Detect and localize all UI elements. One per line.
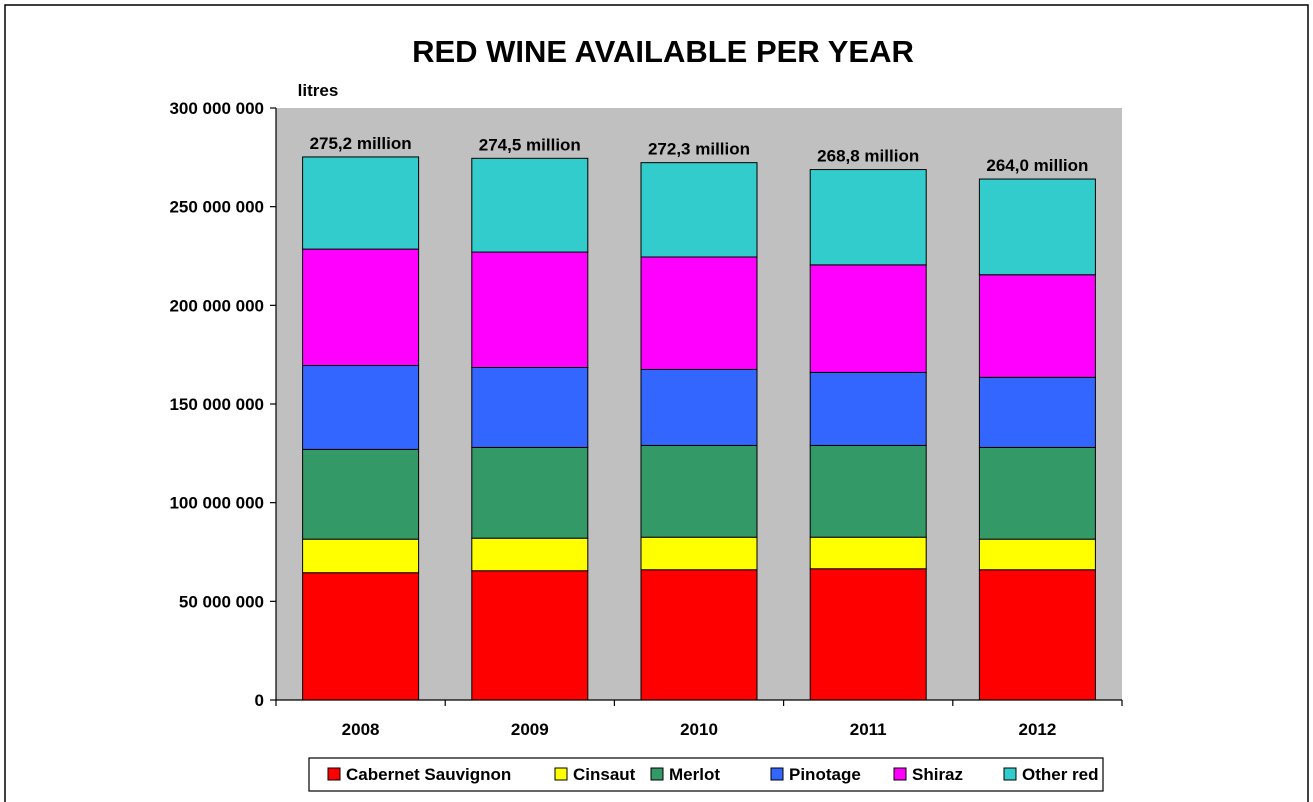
legend-swatch-other-red	[1003, 767, 1017, 781]
legend-label-cabernet-sauvignon: Cabernet Sauvignon	[346, 765, 511, 784]
y-tick-label: 150 000 000	[169, 395, 264, 414]
bar-segment-pinotage-2008	[302, 365, 420, 450]
bar-segment-cinsaut-2012	[978, 538, 1096, 571]
bar-segment-other-red-2012	[978, 178, 1096, 276]
x-category-label-2008: 2008	[342, 720, 380, 739]
legend-label-pinotage: Pinotage	[789, 765, 861, 784]
x-category-label-2010: 2010	[680, 720, 718, 739]
bar-segment-cinsaut-2008	[302, 538, 420, 574]
bar-segment-pinotage-2011	[809, 371, 927, 446]
y-tick-label: 50 000 000	[179, 592, 264, 611]
legend-swatch-merlot	[650, 767, 664, 781]
bar-segment-cabernet-sauvignon-2008	[302, 572, 420, 701]
bar-segment-shiraz-2012	[978, 274, 1096, 378]
bars-group	[302, 156, 1096, 701]
legend-box	[308, 757, 1104, 792]
bar-segment-pinotage-2012	[978, 376, 1096, 448]
bar-segment-merlot-2012	[978, 446, 1096, 540]
bar-segment-shiraz-2009	[471, 251, 589, 368]
legend-label-merlot: Merlot	[669, 765, 720, 784]
bar-segment-cinsaut-2009	[471, 537, 589, 572]
legend-swatch-cabernet-sauvignon	[327, 767, 341, 781]
total-label-2012: 264,0 million	[986, 156, 1088, 175]
bar-segment-cinsaut-2010	[640, 536, 758, 571]
total-label-2008: 275,2 million	[310, 134, 412, 153]
y-axis-unit-label: litres	[298, 81, 339, 100]
bar-segment-other-red-2009	[471, 157, 589, 253]
total-label-2011: 268,8 million	[817, 147, 919, 166]
bar-segment-shiraz-2010	[640, 256, 758, 370]
bar-segment-cabernet-sauvignon-2009	[471, 570, 589, 701]
x-category-label-2011: 2011	[850, 720, 887, 739]
bar-segment-merlot-2009	[471, 446, 589, 539]
total-label-2010: 272,3 million	[648, 140, 750, 159]
y-axis: 0 50 000 000 100 000 000 150 000 000 200 000…	[169, 99, 277, 710]
total-label-2009: 274,5 million	[479, 135, 581, 154]
legend: Cabernet Sauvignon Cinsaut Merlot Pinotage S…	[308, 757, 1104, 792]
y-tick-label: 200 000 000	[169, 296, 264, 315]
bar-segment-other-red-2011	[809, 169, 927, 266]
total-labels-group: 275,2 million 274,5 million 272,3 million 2…	[310, 134, 1089, 175]
bar-segment-merlot-2010	[640, 444, 758, 538]
legend-label-cinsaut: Cinsaut	[573, 765, 636, 784]
chart-title: RED WINE AVAILABLE PER YEAR	[412, 34, 914, 69]
y-tick-label: 0	[255, 691, 264, 710]
bar-segment-other-red-2010	[640, 162, 758, 258]
x-axis: 2008 2009 2010 2011 2012	[275, 699, 1123, 739]
bar-segment-shiraz-2011	[809, 264, 927, 373]
y-tick-label: 300 000 000	[169, 99, 264, 118]
bar-segment-pinotage-2010	[640, 368, 758, 446]
bar-segment-cabernet-sauvignon-2011	[809, 568, 927, 701]
bar-segment-other-red-2008	[302, 156, 420, 250]
bar-segment-merlot-2008	[302, 448, 420, 540]
y-tick-label: 100 000 000	[169, 494, 264, 513]
x-category-label-2012: 2012	[1018, 720, 1056, 739]
bar-segment-merlot-2011	[809, 444, 927, 538]
y-tick-label: 250 000 000	[169, 198, 264, 217]
legend-swatch-cinsaut	[554, 767, 568, 781]
bar-segment-cabernet-sauvignon-2010	[640, 569, 758, 701]
legend-label-other-red: Other red	[1022, 765, 1099, 784]
legend-swatch-pinotage	[770, 767, 784, 781]
x-category-label-2009: 2009	[511, 720, 549, 739]
legend-swatch-shiraz	[893, 767, 907, 781]
legend-label-shiraz: Shiraz	[912, 765, 963, 784]
bar-segment-cinsaut-2011	[809, 536, 927, 570]
bar-segment-cabernet-sauvignon-2012	[978, 569, 1096, 701]
bar-segment-shiraz-2008	[302, 248, 420, 367]
bar-segment-pinotage-2009	[471, 366, 589, 448]
